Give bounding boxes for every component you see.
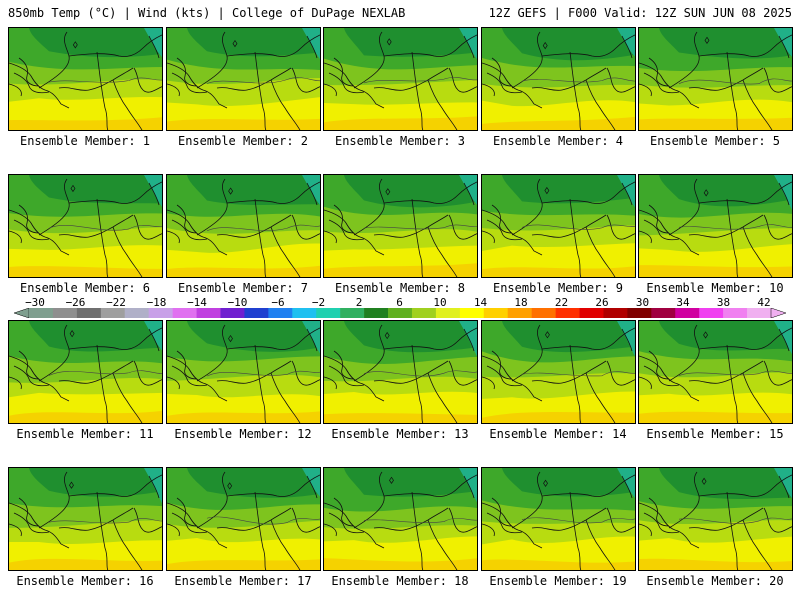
colorbar-segment	[100, 308, 126, 318]
colorbar-tick-label: −30	[25, 296, 45, 309]
colorbar-segment	[340, 308, 365, 318]
ensemble-member-label: Ensemble Member: 20	[646, 574, 784, 588]
colorbar-tick-label: 6	[396, 296, 403, 309]
colorbar-segment	[651, 308, 676, 318]
colorbar-segment	[388, 308, 413, 318]
colorbar-segment	[268, 308, 293, 318]
ensemble-member-label: Ensemble Member: 10	[646, 281, 784, 295]
ensemble-map-panel	[166, 320, 321, 424]
colorbar-max-arrow	[770, 308, 786, 318]
ensemble-map-panel	[166, 467, 321, 571]
colorbar-segment	[579, 308, 604, 318]
colorbar-segment	[196, 308, 221, 318]
ensemble-map-panel	[166, 174, 321, 278]
colorbar-segment	[435, 308, 461, 318]
ensemble-member-label: Ensemble Member: 18	[331, 574, 469, 588]
ensemble-member-label: Ensemble Member: 13	[331, 427, 469, 441]
colorbar-segment	[507, 308, 532, 318]
colorbar-tick-label: −26	[65, 296, 86, 309]
ensemble-map-panel	[638, 467, 793, 571]
colorbar-tick-label: 34	[676, 296, 690, 309]
ensemble-map-panel	[166, 27, 321, 131]
ensemble-member-label: Ensemble Member: 2	[177, 134, 309, 148]
colorbar-segment	[483, 308, 509, 318]
colorbar-segment	[29, 308, 54, 318]
run-info: 12Z GEFS | F000 Valid: 12Z SUN JUN 08 20…	[488, 6, 792, 20]
colorbar-tick-label: 30	[635, 296, 650, 309]
ensemble-member-label: Ensemble Member: 15	[646, 427, 784, 441]
colorbar-tick-label: 22	[554, 296, 569, 309]
ensemble-map-panel	[8, 174, 163, 278]
ensemble-member-label: Ensemble Member: 8	[334, 281, 466, 295]
ensemble-member-label: Ensemble Member: 1	[19, 134, 151, 148]
colorbar-segment	[603, 308, 628, 318]
ensemble-member-label: Ensemble Member: 3	[334, 134, 466, 148]
colorbar-segment	[172, 308, 197, 318]
colorbar-segment	[531, 308, 556, 318]
ensemble-map-panel	[638, 27, 793, 131]
colorbar-tick-label: −6	[271, 296, 285, 309]
ensemble-member-label: Ensemble Member: 5	[649, 134, 781, 148]
colorbar-segment	[124, 308, 149, 318]
colorbar-segment	[148, 308, 173, 318]
colorbar-min-arrow	[14, 308, 30, 318]
colorbar-tick-label: −22	[106, 296, 126, 309]
colorbar-segment	[52, 308, 78, 318]
ensemble-map-panel	[638, 320, 793, 424]
colorbar-segment	[220, 308, 245, 318]
colorbar-segment	[76, 308, 102, 318]
colorbar-segment	[411, 308, 437, 318]
colorbar	[14, 308, 786, 318]
ensemble-map-panel	[481, 320, 636, 424]
colorbar-segment	[316, 308, 341, 318]
colorbar-tick-label: −10	[227, 296, 248, 309]
ensemble-member-label: Ensemble Member: 12	[174, 427, 312, 441]
ensemble-member-label: Ensemble Member: 17	[174, 574, 312, 588]
ensemble-member-label: Ensemble Member: 14	[489, 427, 627, 441]
ensemble-map-panel	[8, 320, 163, 424]
colorbar-tick-label: 42	[757, 296, 771, 309]
ensemble-member-label: Ensemble Member: 16	[16, 574, 154, 588]
ensemble-map-panel	[8, 467, 163, 571]
ensemble-map-panel	[638, 174, 793, 278]
ensemble-member-label: Ensemble Member: 7	[177, 281, 309, 295]
colorbar-tick-label: 38	[716, 296, 731, 309]
colorbar-tick-label: −18	[146, 296, 167, 309]
ensemble-member-label: Ensemble Member: 4	[492, 134, 624, 148]
ensemble-member-label: Ensemble Member: 6	[19, 281, 151, 295]
colorbar-segment	[699, 308, 724, 318]
colorbar-tick-label: 10	[433, 296, 447, 309]
ensemble-map-panel	[323, 27, 478, 131]
colorbar-tick-label: 26	[595, 296, 609, 309]
ensemble-member-label: Ensemble Member: 19	[489, 574, 627, 588]
colorbar-segment	[459, 308, 485, 318]
colorbar-segment	[627, 308, 652, 318]
ensemble-member-label: Ensemble Member: 11	[16, 427, 154, 441]
colorbar-segment	[244, 308, 269, 318]
ensemble-map-panel	[323, 174, 478, 278]
ensemble-map-panel	[481, 27, 636, 131]
colorbar-tick-label: 2	[355, 296, 363, 309]
ensemble-map-panel	[481, 467, 636, 571]
ensemble-member-label: Ensemble Member: 9	[492, 281, 624, 295]
colorbar-segment	[675, 308, 700, 318]
ensemble-map-panel	[323, 320, 478, 424]
colorbar-segment	[292, 308, 317, 318]
colorbar-tick-label: 14	[473, 296, 488, 309]
ensemble-map-panel	[481, 174, 636, 278]
chart-title: 850mb Temp (°C) | Wind (kts) | College o…	[8, 6, 406, 20]
colorbar-segment	[723, 308, 748, 318]
ensemble-map-panel	[323, 467, 478, 571]
colorbar-segment	[555, 308, 580, 318]
ensemble-map-panel	[8, 27, 163, 131]
colorbar-segment	[364, 308, 389, 318]
colorbar-tick-label: −14	[187, 296, 207, 309]
colorbar-tick-label: 18	[514, 296, 528, 309]
colorbar-segment	[747, 308, 772, 318]
colorbar-tick-label: −2	[311, 296, 326, 309]
